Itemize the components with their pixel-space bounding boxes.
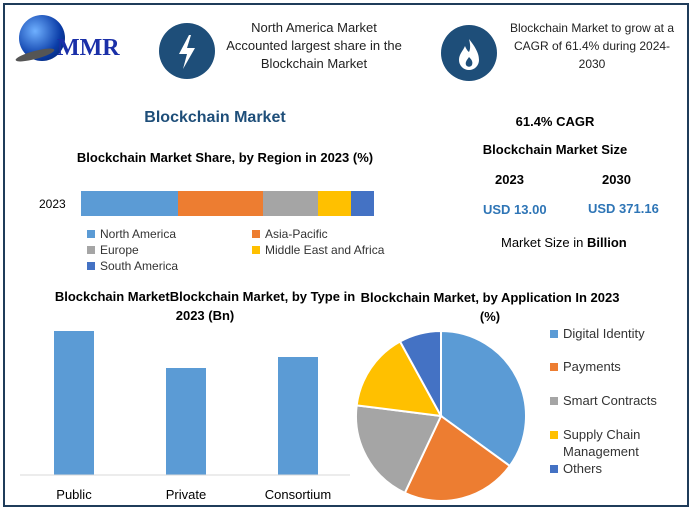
legend-label: Others (563, 461, 603, 476)
region-legend: North America Asia-Pacific Europe Middle Ea… (87, 227, 407, 273)
region-segment-north-america (81, 191, 178, 216)
value-2030: USD 371.16 (588, 201, 659, 216)
legend-label: Supply Chain Management (563, 427, 641, 459)
legend-swatch (550, 465, 558, 473)
pie-slice-smart-contracts (355, 404, 443, 495)
application-chart-title: Blockchain Market, by Application In 202… (360, 290, 620, 324)
pie-slice-digital-identity (440, 329, 527, 468)
legend-item-supply-chain-management: Supply Chain Management (550, 426, 673, 460)
region-segment-europe (262, 191, 319, 216)
application-pie-chart (355, 329, 527, 501)
header-card-cagr: Blockchain Market to grow at a CAGR of 6… (509, 21, 675, 71)
legend-item-asia-pacific: Asia-Pacific (252, 227, 412, 241)
lightning-icon (159, 23, 215, 79)
market-size-title: Blockchain Market Size (482, 142, 628, 157)
legend-item-north-america: North America (87, 227, 252, 241)
legend-label: Asia-Pacific (265, 227, 328, 241)
legend-swatch (550, 397, 558, 405)
page-title: Blockchain Market (144, 109, 286, 126)
legend-item-middle-east-and-africa: Middle East and Africa (252, 243, 412, 257)
legend-swatch (252, 230, 260, 238)
type-tick-label: Consortium (265, 487, 331, 502)
type-tick-label: Public (56, 487, 92, 502)
legend-swatch (87, 230, 95, 238)
legend-item-digital-identity: Digital Identity (550, 325, 673, 342)
legend-item-others: Others (550, 460, 673, 477)
type-bar-public (54, 331, 94, 475)
type-bar-chart: Public Private Consortium (20, 331, 350, 502)
legend-swatch (87, 246, 95, 254)
legend-item-payments: Payments (550, 358, 673, 375)
legend-item-smart-contracts: Smart Contracts (550, 392, 673, 409)
mmr-logo: MMR (14, 13, 125, 68)
type-bar-private (166, 368, 206, 475)
pie-slice-supply-chain-management (355, 340, 443, 418)
region-chart-title: Blockchain Market Share, by Region in 20… (76, 150, 374, 165)
legend-swatch (550, 330, 558, 338)
cagr-label: 61.4% CAGR (515, 114, 595, 129)
type-chart-title: Blockchain MarketBlockchain Market, by T… (54, 289, 356, 323)
year-2030: 2030 (602, 172, 631, 187)
region-bar-label: 2023 (39, 197, 66, 211)
legend-swatch (252, 246, 260, 254)
flame-icon (441, 25, 497, 81)
legend-swatch (550, 431, 558, 439)
type-bar-consortium (278, 357, 318, 475)
market-size-unit: Market Size in Billion (501, 235, 627, 250)
legend-label: Middle East and Africa (265, 243, 385, 257)
year-2023: 2023 (495, 172, 524, 187)
legend-swatch (87, 262, 95, 270)
value-2023: USD 13.00 (483, 202, 547, 217)
region-stacked-bar (81, 191, 374, 216)
unit-prefix: Market Size in (501, 235, 587, 250)
legend-item-south-america: South America (87, 259, 252, 273)
pie-slice-others (398, 329, 442, 417)
logo-text: MMR (57, 35, 120, 61)
legend-label: South America (100, 259, 179, 273)
legend-label: Europe (100, 243, 139, 257)
header-card-north-america: North America Market Accounted largest s… (226, 20, 402, 71)
unit-bold: Billion (586, 235, 627, 250)
legend-label: North America (100, 227, 177, 241)
region-segment-middle-east-and-africa (318, 191, 351, 216)
region-segment-asia-pacific (177, 191, 263, 216)
type-tick-label: Private (166, 487, 206, 502)
legend-label: Payments (563, 359, 621, 374)
region-segment-south-america (350, 191, 374, 216)
infographic: MMR North America Market Accounted large… (3, 3, 689, 507)
legend-label: Smart Contracts (563, 393, 657, 408)
legend-item-europe: Europe (87, 243, 252, 257)
legend-swatch (550, 363, 558, 371)
legend-label: Digital Identity (563, 326, 645, 341)
